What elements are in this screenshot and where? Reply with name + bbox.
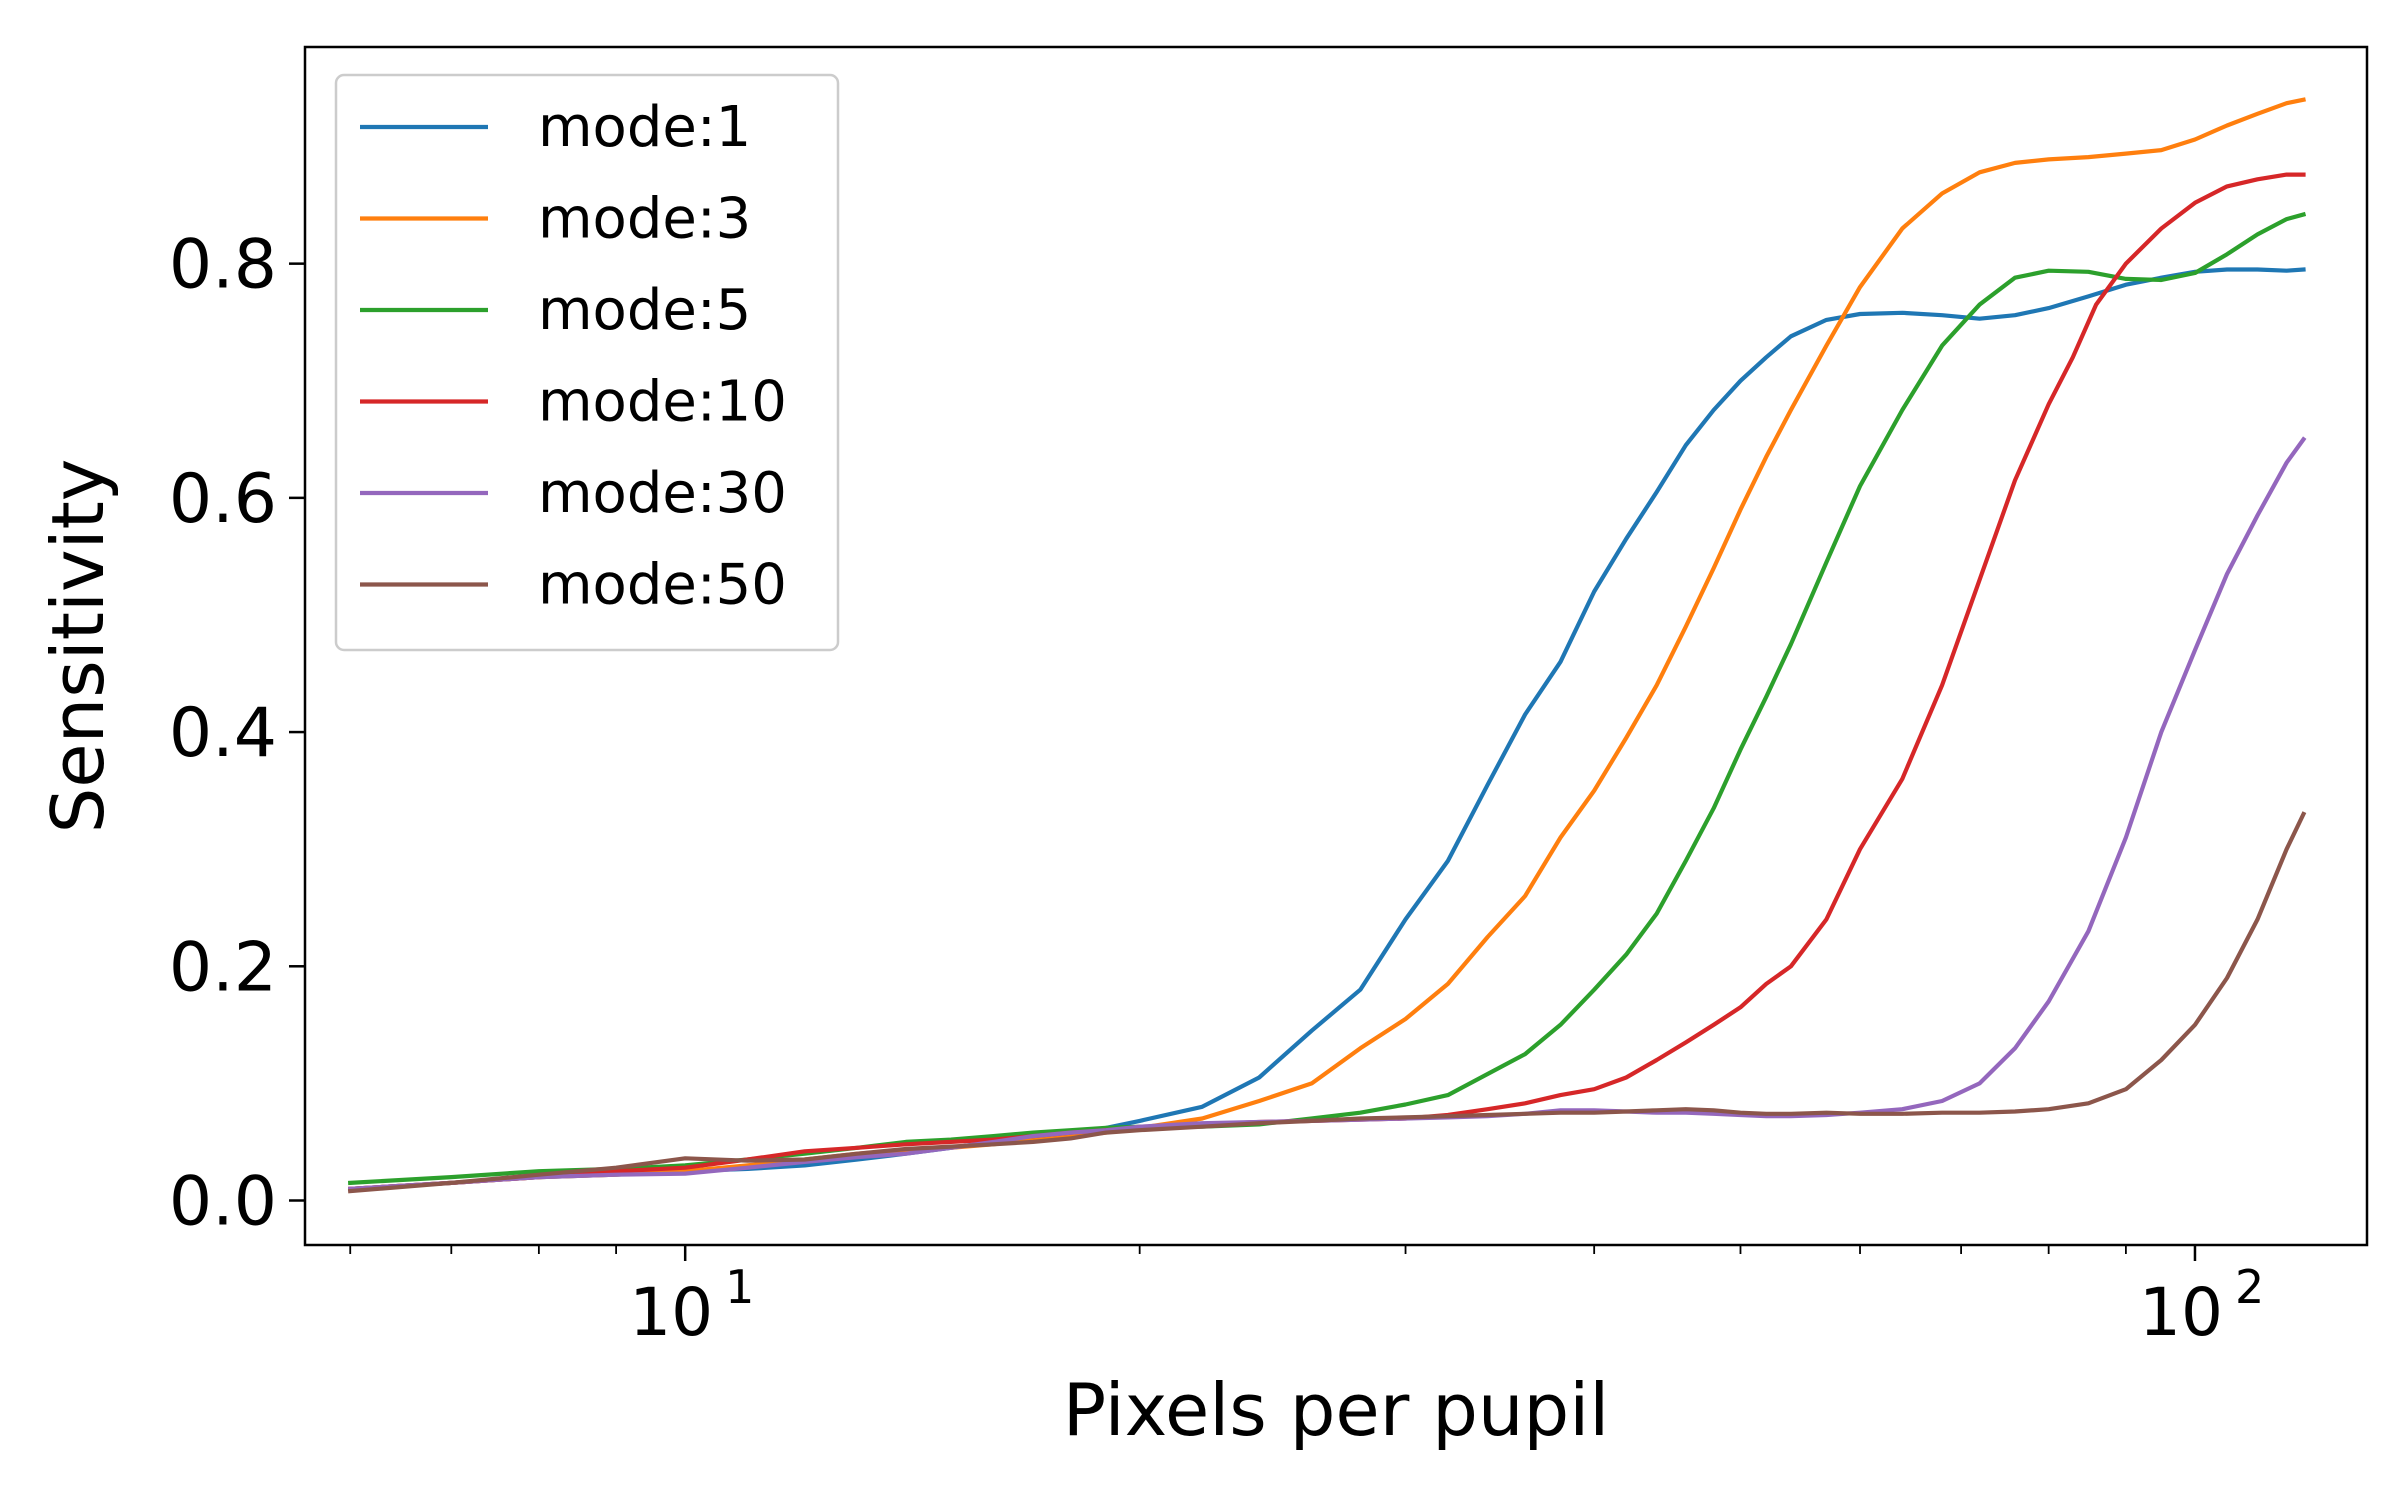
y-axis-label: Sensitivity xyxy=(36,459,120,834)
y-tick-label: 0.8 xyxy=(169,226,277,305)
legend-label: mode:30 xyxy=(538,461,787,526)
x-tick-exponent: 1 xyxy=(725,1260,754,1314)
legend: mode:1 mode:3 mode:5 mode:10 mode:30 mode:50 xyxy=(334,73,840,652)
y-tick-label: 0.6 xyxy=(169,460,277,539)
y-tick-label: 0.0 xyxy=(169,1162,277,1241)
series-line-mode-30 xyxy=(347,436,2307,1192)
series-line-mode-50 xyxy=(347,811,2307,1194)
x-tick-label: 10 xyxy=(2139,1274,2223,1351)
legend-label: mode:50 xyxy=(538,553,787,618)
y-tick-label: 0.2 xyxy=(169,928,277,1007)
x-tick-exponent: 2 xyxy=(2235,1260,2264,1314)
y-tick-label: 0.4 xyxy=(169,694,277,773)
x-axis: 10 1 10 2 xyxy=(349,1245,2264,1351)
x-axis-label: Pixels per pupil xyxy=(1063,1368,1609,1452)
axes-frame xyxy=(303,45,2369,1247)
series-layer xyxy=(347,97,2307,1194)
x-tick-label: 10 xyxy=(629,1274,713,1351)
legend-label: mode:5 xyxy=(538,278,751,343)
y-axis: 0.0 0.2 0.4 0.6 0.8 xyxy=(169,226,305,1241)
legend-label: mode:10 xyxy=(538,370,787,435)
series-line-mode-10 xyxy=(347,172,2306,1192)
legend-label: mode:3 xyxy=(538,187,751,252)
legend-label: mode:1 xyxy=(538,95,751,160)
